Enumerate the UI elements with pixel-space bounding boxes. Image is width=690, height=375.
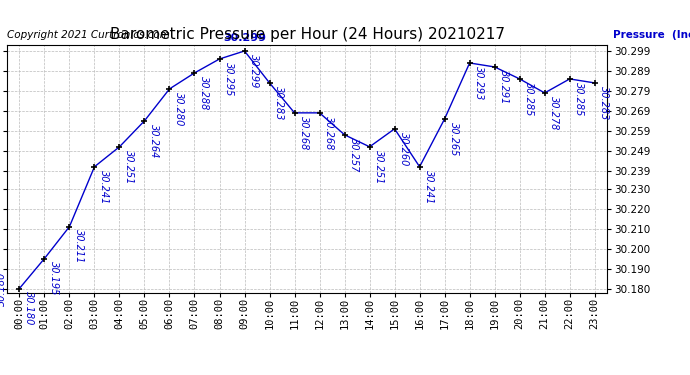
Text: Pressure  (Inches/Hg): Pressure (Inches/Hg) — [613, 30, 690, 40]
Text: 30.265: 30.265 — [448, 122, 459, 156]
Text: 30.299: 30.299 — [248, 54, 259, 88]
Text: 30.299: 30.299 — [223, 33, 266, 43]
Text: 30.288: 30.288 — [199, 76, 208, 110]
Text: 30.257: 30.257 — [348, 138, 359, 172]
Text: 30.241: 30.241 — [424, 170, 434, 204]
Text: 30.283: 30.283 — [274, 86, 284, 120]
Text: 30.285: 30.285 — [574, 82, 584, 116]
Title: Barometric Pressure per Hour (24 Hours) 20210217: Barometric Pressure per Hour (24 Hours) … — [110, 27, 504, 42]
Text: 30.283: 30.283 — [599, 86, 609, 120]
Text: 30.268: 30.268 — [324, 116, 334, 150]
Text: 30.293: 30.293 — [474, 66, 484, 100]
Text: 30.251: 30.251 — [374, 150, 384, 184]
Text: 30.195: 30.195 — [48, 261, 59, 296]
Text: 30.295: 30.295 — [224, 62, 234, 96]
Text: 30.264: 30.264 — [148, 124, 159, 158]
Text: 30.268: 30.268 — [299, 116, 308, 150]
Text: 30.278: 30.278 — [549, 96, 559, 130]
Text: 30.241: 30.241 — [99, 170, 108, 204]
Text: 30.180: 30.180 — [0, 272, 7, 306]
Text: 30.280: 30.280 — [174, 92, 184, 126]
Text: 30.211: 30.211 — [74, 230, 83, 264]
Text: 30.251: 30.251 — [124, 150, 134, 184]
Text: Copyright 2021 Curtronics.com: Copyright 2021 Curtronics.com — [7, 30, 170, 40]
Text: 30.291: 30.291 — [499, 70, 509, 104]
Text: 30.285: 30.285 — [524, 82, 534, 116]
Text: 30.180: 30.180 — [23, 291, 34, 326]
Text: 30.260: 30.260 — [399, 132, 408, 166]
